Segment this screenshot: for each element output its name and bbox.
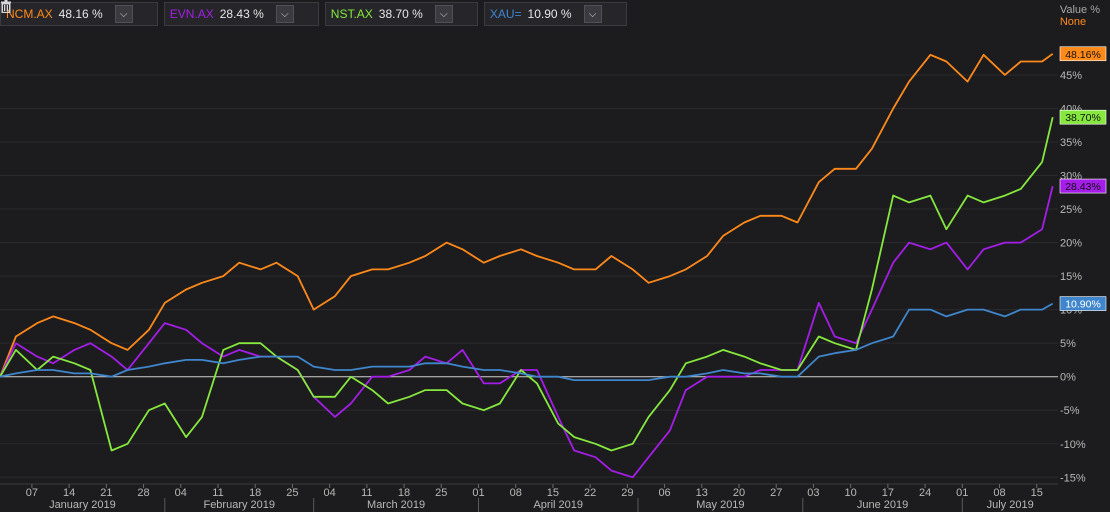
- flag-box: [1059, 178, 1107, 194]
- x-tick-label: 04: [324, 487, 336, 499]
- trash-icon[interactable]: [1, 0, 622, 22]
- series-line-nst-ax: [0, 116, 1054, 452]
- grid-lines: [0, 74, 1058, 478]
- x-tick-label: 15: [547, 487, 559, 499]
- x-tick-label: 20: [733, 487, 745, 499]
- x-tick-label: 08: [510, 487, 522, 499]
- flag-box: [1059, 109, 1107, 125]
- x-tick-label: 18: [398, 487, 410, 499]
- month-label: February 2019: [203, 499, 275, 511]
- month-label: July 2019: [987, 499, 1034, 511]
- x-tick-label: 10: [845, 487, 857, 499]
- legend-symbol: NCM.AX: [6, 7, 53, 21]
- legend-value: 10.90 %: [527, 7, 572, 21]
- flag-box: [1059, 296, 1107, 311]
- flag-label: 10.90%: [1065, 299, 1101, 311]
- legend-value: 38.70 %: [378, 7, 423, 21]
- y-axis: -15%-10%-5%0%5%10%15%20%25%30%35%40%45%: [1060, 70, 1086, 484]
- x-tick-label: 11: [361, 487, 372, 499]
- legend-chip-evn-ax[interactable]: EVN.AX 28.43 % ⌵: [1, 0, 319, 26]
- legend-value: 48.16 %: [58, 7, 103, 21]
- x-tick-label: 18: [249, 487, 261, 499]
- chevron-down-icon[interactable]: ⌵: [275, 5, 294, 23]
- chevron-down-icon[interactable]: ⌵: [434, 5, 453, 23]
- y-tick-label: -5%: [1060, 405, 1080, 417]
- month-label: January 2019: [49, 499, 116, 511]
- last-value-flags: 48.16% 28.43% 38.70% 10.90%: [1059, 46, 1107, 311]
- x-tick-label: 01: [472, 487, 484, 499]
- x-tick-label: 03: [807, 487, 819, 499]
- legend-value: 28.43 %: [219, 7, 264, 21]
- legend-symbol: NST.AX: [330, 7, 373, 21]
- x-tick-label: 22: [584, 487, 596, 499]
- last-value-flag: 28.43%: [1059, 178, 1107, 194]
- x-tick-label: 25: [286, 487, 298, 499]
- x-tick-label: 17: [882, 487, 894, 499]
- x-tick-label: 27: [770, 487, 782, 499]
- axis-title: Value %: [1059, 4, 1100, 16]
- y-tick-label: 20%: [1060, 238, 1082, 250]
- flag-label: 38.70%: [1065, 112, 1101, 124]
- x-tick-label: 15: [1031, 487, 1043, 499]
- last-value-flag: 10.90%: [1059, 296, 1107, 311]
- month-label: March 2019: [367, 499, 425, 511]
- last-value-flag: 48.16%: [1059, 46, 1107, 62]
- y-tick-label: 0%: [1060, 372, 1076, 384]
- series-lines: [0, 53, 1054, 479]
- x-tick-label: 25: [435, 487, 447, 499]
- legend-chip-xau-[interactable]: XAU= 10.90 % ⌵: [1, 0, 627, 26]
- flag-box: [1059, 46, 1107, 62]
- x-tick-label: 04: [175, 487, 187, 499]
- y-tick-label: 45%: [1060, 70, 1082, 82]
- x-tick-label: 08: [993, 487, 1005, 499]
- y-tick-label: -10%: [1060, 439, 1086, 451]
- y-tick-label: 15%: [1060, 271, 1082, 283]
- x-tick-label: 21: [100, 487, 112, 499]
- axis-mode[interactable]: None: [1059, 16, 1087, 28]
- x-tick-label: 28: [137, 487, 149, 499]
- chevron-down-icon[interactable]: ⌵: [583, 5, 602, 23]
- flag-label: 48.16%: [1065, 49, 1101, 61]
- x-tick-label: 14: [63, 487, 75, 499]
- x-tick-label: 13: [696, 487, 708, 499]
- month-label: April 2019: [533, 499, 583, 511]
- x-tick-label: 01: [956, 487, 968, 499]
- month-label: May 2019: [696, 499, 744, 511]
- y-tick-label: 5%: [1060, 338, 1076, 350]
- x-tick-label: 07: [26, 487, 38, 499]
- y-tick-label: -15%: [1060, 472, 1086, 484]
- y-tick-label: 35%: [1060, 137, 1082, 149]
- x-tick-label: 11: [212, 487, 223, 499]
- y-tick-label: 25%: [1060, 204, 1082, 216]
- legend-bar: NCM.AX 48.16 % ⌵ EVN.AX 28.43 % ⌵ NST.AX 38.70 …: [0, 0, 627, 30]
- last-value-flag: 38.70%: [1059, 109, 1107, 125]
- legend-chip-nst-ax[interactable]: NST.AX 38.70 % ⌵: [1, 0, 478, 26]
- series-line-xau-: [0, 302, 1054, 382]
- legend-symbol: XAU=: [489, 7, 522, 21]
- series-line-evn-ax: [0, 185, 1054, 479]
- x-axis: 07 14 21 28 04 11 18 25 04 11 18 25 01 08 15 22 29 06 13 20…: [0, 483, 1058, 512]
- legend-symbol: EVN.AX: [169, 7, 214, 21]
- series-line-ncm-ax: [0, 53, 1054, 378]
- month-label: June 2019: [857, 499, 908, 511]
- chevron-down-icon[interactable]: ⌵: [114, 5, 133, 23]
- axis-header: Value % None: [1060, 4, 1100, 28]
- x-tick-label: 29: [621, 487, 633, 499]
- x-tick-label: 06: [658, 487, 670, 499]
- x-tick-label: 24: [919, 487, 931, 499]
- flag-label: 28.43%: [1065, 181, 1101, 193]
